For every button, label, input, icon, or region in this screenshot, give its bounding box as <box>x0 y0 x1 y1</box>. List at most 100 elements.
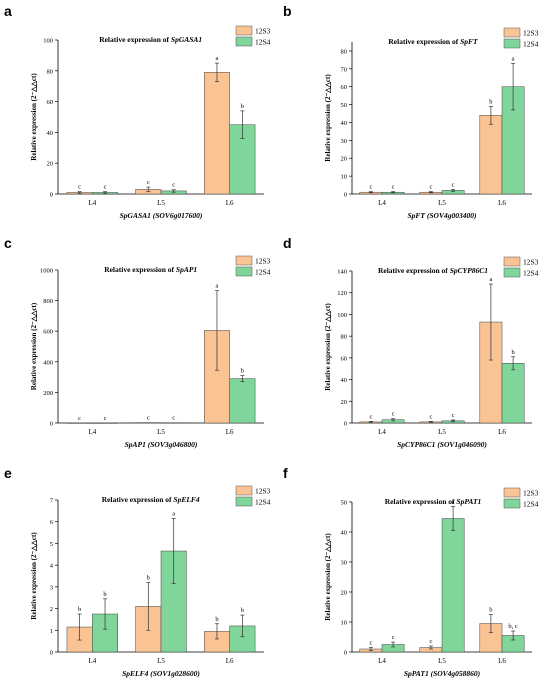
x-tick-label: L4 <box>88 657 96 665</box>
x-axis-label-gene: SpFT <box>408 211 426 220</box>
x-axis-label-id: (SOV3g046800) <box>146 440 198 449</box>
y-axis-label: Relative expression (2⁻△△ct) <box>324 74 332 162</box>
significance-letter: c <box>369 413 372 420</box>
y-tick-label: 0 <box>50 650 53 657</box>
legend-label-12S4: 12S4 <box>523 500 539 509</box>
x-axis-label: SpELF4 (SOV1g028600) <box>122 669 200 678</box>
y-tick-label: 80 <box>47 68 54 75</box>
y-tick-label: 50 <box>341 102 348 109</box>
y-tick-label: 10 <box>341 620 348 627</box>
x-tick-label: L5 <box>438 428 446 436</box>
x-tick-label: L6 <box>498 199 506 207</box>
chart-title-gene: SpPAT1 <box>456 497 481 506</box>
y-tick-label: 30 <box>341 560 348 567</box>
x-tick-label: L6 <box>226 657 234 665</box>
y-tick-label: 50 <box>341 500 348 507</box>
legend-label-12S3: 12S3 <box>255 487 271 496</box>
legend-label-12S4: 12S4 <box>523 269 539 278</box>
significance-letter: c <box>172 182 175 189</box>
bar-12S4 <box>229 378 256 424</box>
y-axis-label: Relative expression (2⁻△△ct) <box>324 303 332 391</box>
x-axis-label: SpFT (SOV4g003400) <box>408 211 477 220</box>
y-tick-label: 1 <box>50 628 53 635</box>
significance-letter: c <box>429 638 432 645</box>
y-tick-label: 60 <box>47 99 54 106</box>
panel-letter: d <box>283 235 292 251</box>
legend-swatch-12S3 <box>235 255 253 266</box>
y-tick-label: 6 <box>50 519 54 526</box>
x-tick-label: L4 <box>378 199 386 207</box>
y-tick-label: 20 <box>341 156 348 163</box>
panel-d: d 0 20 40 60 80 100 120 140 Relative expression (… <box>283 235 539 449</box>
significance-letter: a <box>489 276 492 283</box>
x-tick-label: L4 <box>378 428 386 436</box>
significance-letter: c <box>104 415 107 422</box>
significance-letter: b <box>78 606 81 613</box>
legend-swatch-12S3 <box>503 256 521 267</box>
bar-12S4 <box>501 363 525 424</box>
x-axis-label-gene: SpGASA1 <box>120 211 151 220</box>
significance-letter: c <box>429 413 432 420</box>
chart-title: Relative expression of SpCYP86C1 <box>378 266 488 275</box>
significance-letter: b <box>489 98 492 105</box>
bar-12S3 <box>204 72 230 195</box>
y-axis-label: Relative expression (2⁻△△ct) <box>324 533 332 621</box>
chart-title-gene: SpGASA1 <box>171 35 202 44</box>
significance-letter: b <box>489 607 492 614</box>
y-tick-label: 40 <box>341 120 348 127</box>
y-tick-label: 140 <box>337 269 347 276</box>
y-tick-label: 400 <box>43 359 53 366</box>
x-tick-label: L6 <box>226 199 234 207</box>
x-axis-label: SpAP1 (SOV3g046800) <box>125 440 198 449</box>
chart-title: Relative expression of SpGASA1 <box>99 35 202 44</box>
legend-label-12S3: 12S3 <box>523 258 539 267</box>
legend-label-12S3: 12S3 <box>255 27 271 36</box>
legend-swatch-12S4 <box>503 498 521 509</box>
legend-label-12S4: 12S4 <box>255 38 271 47</box>
significance-letter: c <box>78 184 81 191</box>
legend-label-12S4: 12S4 <box>255 498 271 507</box>
panel-letter: f <box>283 465 288 481</box>
chart-title-gene: SpFT <box>460 37 478 46</box>
bar-12S3 <box>135 422 162 424</box>
legend-swatch-12S4 <box>235 496 253 507</box>
significance-letter: b <box>241 607 244 614</box>
x-axis-label-id: (SOV4g058860) <box>429 669 481 678</box>
chart-title-gene: SpAP1 <box>176 265 197 274</box>
y-tick-label: 600 <box>43 329 53 336</box>
legend-swatch-12S3 <box>235 485 253 496</box>
y-tick-label: 7 <box>50 498 54 505</box>
y-tick-label: 20 <box>341 399 348 406</box>
x-tick-label: L5 <box>157 428 165 436</box>
significance-letter: c <box>172 415 175 422</box>
x-axis-label-id: (SOV1g046090) <box>435 440 487 449</box>
legend-label-12S3: 12S3 <box>523 29 539 38</box>
chart-title-prefix: Relative expression of <box>378 266 450 275</box>
significance-letter: c <box>147 179 150 186</box>
significance-letter: c <box>392 411 395 418</box>
x-tick-label: L6 <box>226 428 234 436</box>
y-tick-label: 80 <box>341 334 348 341</box>
x-axis-label: SpGASA1 (SOV6g017600) <box>120 211 203 220</box>
chart-title: Relative expression of SpELF4 <box>102 495 200 504</box>
y-axis-label: Relative expression (2⁻△△ct) <box>30 73 38 161</box>
x-tick-label: L5 <box>438 657 446 665</box>
x-axis-label-gene: SpAP1 <box>125 440 146 449</box>
legend-label-12S4: 12S4 <box>255 268 271 277</box>
x-axis-label-id: (SOV1g028600) <box>148 669 200 678</box>
significance-letter: c <box>147 415 150 422</box>
significance-letter: b <box>147 575 150 582</box>
x-tick-label: L4 <box>88 428 96 436</box>
significance-letter: a <box>216 283 219 290</box>
panel-letter: e <box>4 465 12 481</box>
y-tick-label: 10 <box>341 174 348 181</box>
y-tick-label: 0 <box>344 421 347 428</box>
significance-letter: a <box>452 499 455 506</box>
legend-swatch-12S4 <box>235 36 253 47</box>
y-tick-label: 0 <box>50 421 53 428</box>
chart-title-prefix: Relative expression of <box>99 35 171 44</box>
significance-letter: b <box>215 616 218 623</box>
y-axis-label: Relative expression (2⁻△△ct) <box>30 302 38 390</box>
significance-letter: b <box>511 349 514 356</box>
y-tick-label: 800 <box>43 298 53 305</box>
